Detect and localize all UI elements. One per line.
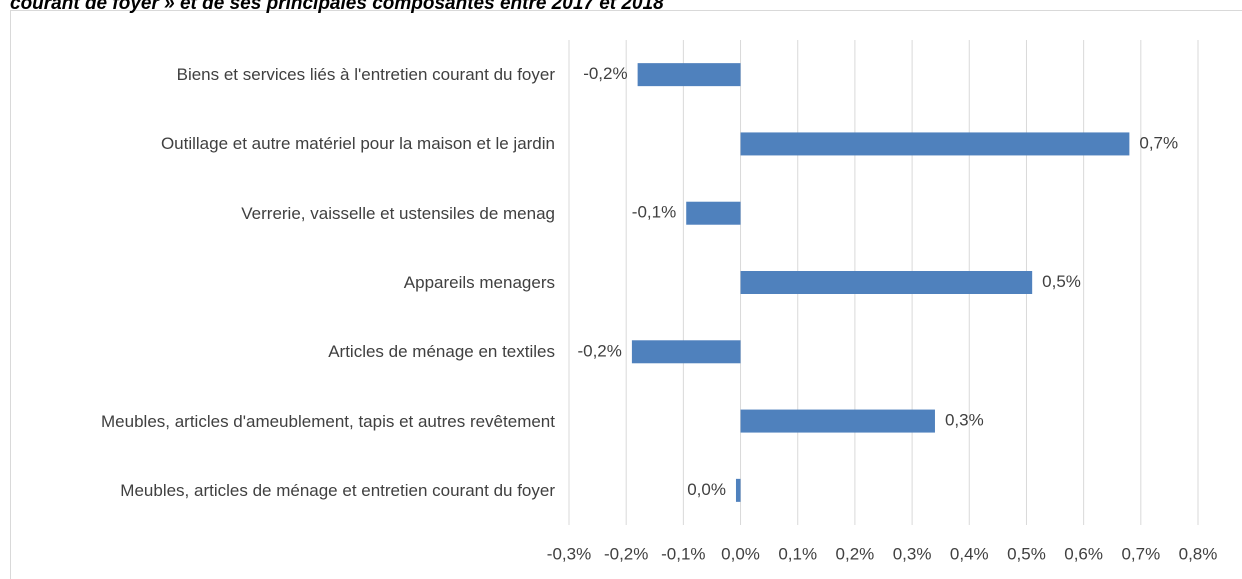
- category-label-box: Meubles, articles de ménage et entretien…: [20, 460, 555, 520]
- x-tick-label: 0,7%: [1121, 544, 1160, 563]
- y-tick-label: Biens et services liés à l'entretien cou…: [176, 65, 555, 85]
- x-tick-label: 0,2%: [836, 544, 875, 563]
- bar: [686, 201, 741, 225]
- y-tick-label: Appareils menagers: [403, 273, 555, 292]
- data-label: 0,5%: [1042, 272, 1081, 291]
- data-label: 0,3%: [945, 411, 984, 430]
- x-tick-label: 0,5%: [1007, 544, 1046, 563]
- x-tick-label: 0,0%: [721, 544, 760, 563]
- bar: [631, 340, 741, 364]
- category-label-box: Verrerie, vaisselle et ustensiles de men…: [20, 183, 555, 243]
- bar: [637, 63, 741, 87]
- y-tick-label: Meubles, articles de ménage et entretien…: [120, 480, 555, 500]
- data-label: -0,2%: [583, 64, 627, 83]
- chart-title: courant de foyer » et de ses principales…: [10, 0, 664, 14]
- data-label: -0,2%: [577, 341, 621, 360]
- category-label-box: Appareils menagers: [20, 253, 555, 313]
- y-tick-label: Meubles, articles d'ameublement, tapis e…: [101, 411, 555, 431]
- data-label: -0,1%: [632, 203, 676, 222]
- data-label: 0,0%: [687, 480, 726, 499]
- x-tick-label: 0,3%: [893, 544, 932, 563]
- x-tick-label: 0,1%: [778, 544, 817, 563]
- category-label-box: Biens et services liés à l'entretien cou…: [20, 45, 555, 105]
- x-tick-label: 0,6%: [1064, 544, 1103, 563]
- x-tick-label: -0,1%: [661, 544, 705, 563]
- bar: [740, 132, 1130, 156]
- bar: [735, 478, 741, 502]
- bar: [740, 271, 1033, 294]
- category-label-box: Outillage et autre matériel pour la mais…: [20, 114, 555, 174]
- chart-frame: [10, 10, 1242, 579]
- y-tick-label: Articles de ménage en textiles: [328, 342, 555, 362]
- category-label-box: Meubles, articles d'ameublement, tapis e…: [20, 391, 555, 451]
- category-label-box: Articles de ménage en textiles: [20, 322, 555, 382]
- x-tick-label: -0,3%: [547, 544, 591, 563]
- y-tick-label: Verrerie, vaisselle et ustensiles de men…: [241, 203, 555, 223]
- x-tick-label: -0,2%: [604, 544, 648, 563]
- data-label: 0,7%: [1139, 133, 1178, 152]
- bar: [740, 409, 935, 433]
- x-tick-label: 0,4%: [950, 544, 989, 563]
- x-tick-label: 0,8%: [1179, 544, 1218, 563]
- y-tick-label: Outillage et autre matériel pour la mais…: [160, 134, 555, 154]
